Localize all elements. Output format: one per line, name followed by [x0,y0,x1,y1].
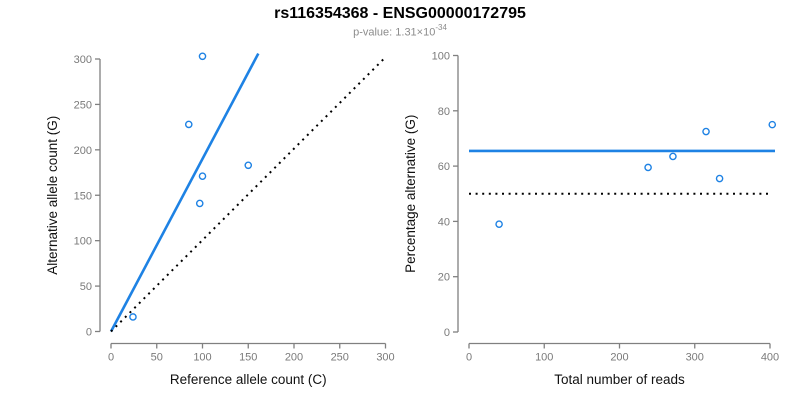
x-tick-label: 200 [285,352,303,364]
y-tick-label: 100 [432,51,450,63]
x-tick-label: 50 [151,352,163,364]
y-tick-label: 100 [74,236,92,248]
x-tick-label: 0 [466,352,472,364]
x-tick-label: 300 [686,352,704,364]
plot-subtitle: p-value: 1.31×10-34 [0,23,800,40]
p-value-exponent: -34 [435,23,447,33]
y-tick-label: 80 [438,106,450,118]
x-tick-label: 250 [331,352,349,364]
data-point [184,120,193,129]
data-point [669,152,677,161]
identity-line [110,55,388,333]
data-point [768,120,777,129]
y-tick-label: 200 [74,145,92,157]
data-point [715,174,724,183]
y-axis-title: Percentage alternative (G) [403,115,418,273]
x-tick-label: 400 [761,352,779,364]
y-tick-label: 150 [74,190,92,202]
y-tick-label: 40 [438,216,450,228]
x-tick-label: 100 [535,352,553,364]
data-point [195,199,204,208]
data-point [244,161,253,170]
y-tick-label: 60 [438,161,450,173]
y-tick-label: 0 [86,327,92,339]
y-axis-title: Alternative allele count (G) [45,116,60,275]
y-tick-label: 20 [438,272,450,284]
figure-header: rs116354368 - ENSG00000172795 p-value: 1… [0,5,800,40]
data-point [702,127,710,136]
data-point [495,220,503,228]
x-tick-label: 100 [193,352,211,364]
y-tick-label: 50 [80,281,92,293]
x-tick-label: 200 [610,352,628,364]
x-tick-label: 300 [376,352,394,364]
plot-title: rs116354368 - ENSG00000172795 [274,5,526,22]
x-tick-label: 0 [108,352,114,364]
data-point [198,172,207,180]
y-tick-label: 300 [74,54,92,66]
y-tick-label: 0 [444,327,450,339]
x-axis-title: Total number of reads [554,372,685,387]
x-axis-title: Reference allele count (C) [170,372,327,387]
x-tick-label: 150 [239,352,257,364]
y-tick-label: 250 [74,99,92,111]
data-point [198,52,207,61]
data-point [644,163,652,172]
data-point [129,313,137,321]
fitted-allelic-ratio-line [109,52,260,333]
p-value-text: p-value: 1.31×10 [353,27,436,40]
